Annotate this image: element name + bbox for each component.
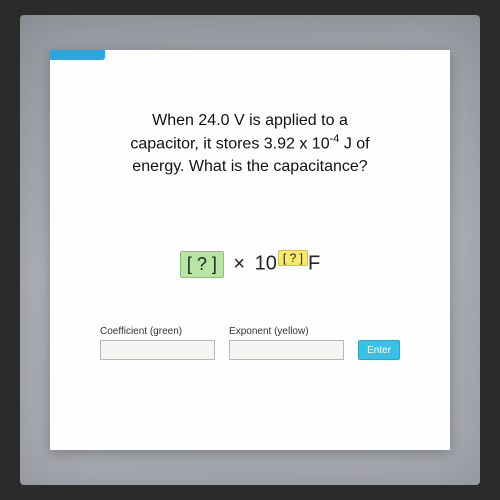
exponent-input[interactable]	[229, 340, 344, 360]
coefficient-label: Coefficient (green)	[100, 326, 215, 337]
question-line-3: energy. What is the capacitance?	[132, 158, 367, 175]
question-line-2-prefix: capacitor, it stores 3.92 x 10	[130, 136, 329, 153]
question-line-1: When 24.0 V is applied to a	[152, 112, 348, 129]
exponent-label: Exponent (yellow)	[229, 326, 344, 337]
question-line-2-exp: -4	[330, 133, 340, 145]
app-screen: When 24.0 V is applied to a capacitor, i…	[50, 50, 450, 450]
coefficient-input[interactable]	[100, 340, 215, 360]
unit-label: F	[308, 253, 320, 275]
coefficient-field-group: Coefficient (green)	[100, 326, 215, 360]
question-line-2-suffix: J of	[339, 136, 369, 153]
times-symbol: ×	[233, 253, 245, 275]
exponent-field-group: Exponent (yellow)	[229, 326, 344, 360]
exponent-placeholder: [ ? ]	[278, 250, 308, 266]
answer-input-row: Coefficient (green) Exponent (yellow) En…	[100, 326, 400, 360]
active-tab-indicator	[50, 50, 105, 60]
enter-button[interactable]: Enter	[358, 340, 400, 360]
photo-background: When 24.0 V is applied to a capacitor, i…	[20, 15, 480, 485]
coefficient-placeholder: [ ? ]	[180, 251, 224, 278]
question-text: When 24.0 V is applied to a capacitor, i…	[90, 110, 410, 179]
answer-expression: [ ? ] × 10[ ? ]F	[50, 250, 450, 278]
base-ten: 10	[255, 253, 277, 275]
